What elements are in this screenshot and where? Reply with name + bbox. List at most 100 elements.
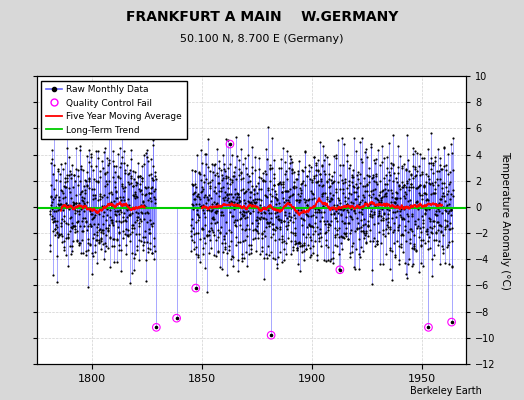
Point (238, 257, 247, 264)
Point (386, 172, 395, 178)
Point (192, 193, 201, 199)
Point (209, 213, 217, 220)
Point (412, 224, 421, 231)
Point (136, 216, 145, 222)
Point (267, 332, 275, 338)
Point (290, 232, 299, 238)
Point (324, 221, 333, 228)
Point (262, 251, 270, 258)
Point (111, 179, 119, 185)
Point (227, 253, 236, 260)
Point (322, 201, 331, 208)
Point (289, 219, 298, 226)
Point (399, 249, 408, 255)
Point (212, 210, 220, 216)
Point (143, 147, 151, 153)
Point (254, 220, 262, 226)
Point (357, 197, 366, 204)
Point (427, 130, 435, 137)
Point (416, 182, 424, 188)
Point (350, 208, 358, 214)
Point (338, 177, 346, 183)
Point (202, 204, 211, 211)
Point (145, 230, 154, 236)
Point (121, 184, 129, 190)
Point (252, 217, 260, 223)
Point (410, 246, 418, 252)
Point (106, 202, 115, 208)
Point (122, 242, 130, 248)
Point (62, 202, 70, 208)
Point (202, 176, 210, 182)
Point (138, 190, 146, 197)
Point (145, 226, 154, 232)
Point (226, 141, 234, 147)
Point (124, 171, 133, 177)
Point (145, 240, 154, 246)
Point (118, 154, 126, 161)
Point (284, 235, 292, 242)
Point (398, 178, 406, 185)
Point (441, 217, 449, 223)
Point (262, 193, 270, 200)
Point (189, 202, 198, 208)
Point (152, 324, 160, 330)
Point (285, 165, 293, 172)
Point (449, 193, 457, 200)
Point (96, 193, 105, 200)
Point (85, 178, 93, 184)
Point (74, 218, 83, 224)
Point (414, 205, 422, 212)
Point (103, 155, 111, 161)
Point (81, 190, 89, 196)
Point (395, 222, 403, 228)
Point (137, 162, 146, 169)
Point (91, 212, 99, 218)
Point (137, 209, 146, 215)
Point (211, 183, 219, 190)
Point (373, 238, 381, 244)
Point (355, 209, 364, 216)
Point (127, 175, 136, 182)
Point (146, 246, 154, 252)
Point (102, 178, 111, 184)
Point (373, 181, 381, 188)
Point (226, 200, 235, 207)
Point (430, 237, 438, 243)
Point (449, 135, 457, 141)
Point (261, 192, 269, 198)
Point (442, 208, 450, 214)
Point (263, 218, 271, 225)
Point (90, 214, 99, 220)
Point (278, 188, 287, 195)
Point (204, 136, 212, 142)
Point (103, 180, 111, 187)
Point (134, 210, 143, 216)
Point (443, 244, 452, 250)
Point (127, 224, 136, 231)
Point (302, 223, 311, 230)
Point (424, 324, 433, 330)
Point (283, 188, 291, 194)
Point (396, 212, 405, 218)
Point (135, 220, 143, 226)
Point (293, 240, 302, 246)
Point (261, 170, 270, 177)
Point (72, 237, 81, 244)
Point (71, 226, 79, 232)
Point (101, 169, 110, 176)
Point (116, 193, 124, 200)
Point (147, 156, 155, 162)
Point (290, 212, 299, 218)
Point (194, 201, 203, 208)
Point (331, 242, 339, 248)
Point (331, 215, 340, 222)
Point (367, 212, 376, 218)
Point (129, 176, 138, 183)
Point (268, 186, 276, 192)
Point (346, 227, 355, 233)
Point (100, 209, 108, 215)
Point (227, 213, 236, 219)
Point (50, 162, 58, 168)
Point (331, 225, 340, 231)
